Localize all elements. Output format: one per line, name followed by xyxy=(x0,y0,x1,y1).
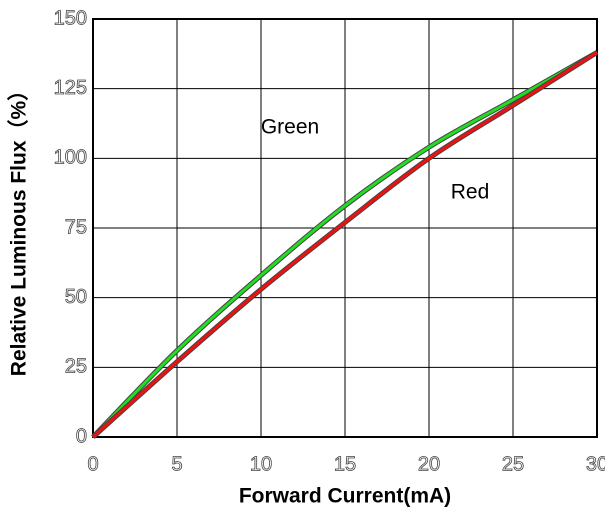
y-tick-label: 100 xyxy=(54,147,87,169)
x-tick-label: 25 xyxy=(502,453,524,475)
x-axis-label: Forward Current(mA) xyxy=(239,485,451,508)
x-tick-label: 15 xyxy=(334,453,356,475)
plot-frame xyxy=(92,18,598,438)
y-tick-label: 125 xyxy=(54,77,87,99)
y-axis-label: Relative Luminous Flux（%） xyxy=(7,80,31,376)
y-tick-label: 50 xyxy=(65,286,87,308)
x-tick-label: 30 xyxy=(586,453,605,475)
series-line xyxy=(91,51,598,439)
series-line xyxy=(91,51,598,439)
series-label: Green xyxy=(261,116,319,139)
x-tick-label: 10 xyxy=(250,453,272,475)
y-tick-label: 0 xyxy=(76,425,87,447)
series-label: Red xyxy=(451,181,490,204)
y-tick-label: 75 xyxy=(65,216,87,238)
x-tick-label: 20 xyxy=(418,453,440,475)
y-tick-label: 150 xyxy=(54,7,87,29)
x-tick-label: 0 xyxy=(87,453,98,475)
y-tick-label: 25 xyxy=(65,356,87,378)
x-tick-label: 5 xyxy=(171,453,182,475)
